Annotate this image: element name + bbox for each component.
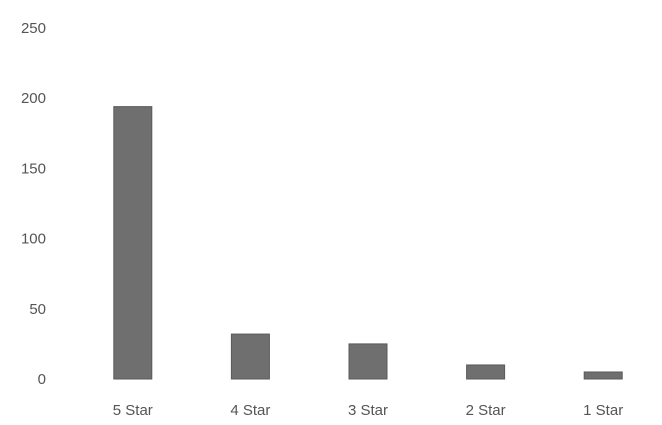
- y-tick-label: 150: [21, 160, 46, 177]
- x-category-label: 4 Star: [230, 402, 270, 419]
- x-category-label: 3 Star: [348, 402, 388, 419]
- x-axis: 5 Star 4 Star 3 Star 2 Star 1 Star: [113, 402, 623, 419]
- y-tick-label: 100: [21, 231, 46, 248]
- x-category-label: 5 Star: [113, 402, 153, 419]
- bar-3-star: [348, 343, 388, 380]
- x-category-label: 2 Star: [466, 402, 506, 419]
- y-tick-label: 250: [21, 20, 46, 37]
- y-tick-label: 200: [21, 90, 46, 107]
- y-tick-label: 0: [38, 371, 46, 388]
- bar-4-star: [230, 333, 270, 380]
- bar-5-star: [113, 106, 153, 380]
- bar-1-star: [583, 371, 623, 380]
- x-category-label: 1 Star: [583, 402, 623, 419]
- y-tick-label: 50: [29, 301, 46, 318]
- bars: [113, 106, 623, 380]
- bar-2-star: [466, 364, 506, 380]
- y-axis: 0 50 100 150 200 250: [21, 20, 46, 388]
